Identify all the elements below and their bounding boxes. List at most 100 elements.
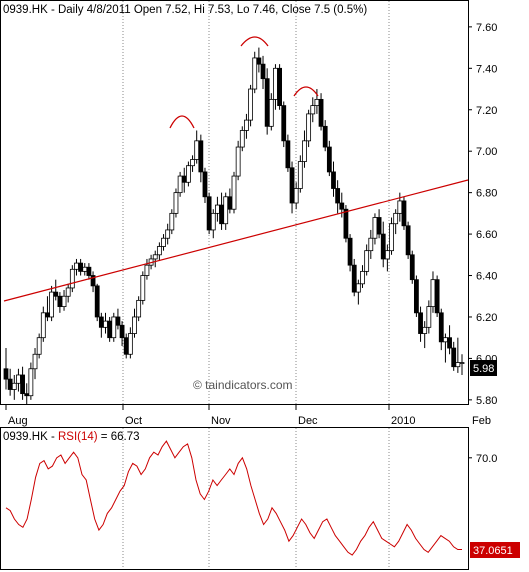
candle-body [98, 316, 104, 328]
candle-body [418, 312, 423, 334]
candle-body [69, 268, 75, 289]
candle-body [310, 105, 316, 115]
candle-body [297, 161, 303, 189]
candle-body [335, 188, 341, 204]
candle-body [384, 250, 390, 260]
candle-body [351, 264, 357, 293]
candle-body [364, 250, 370, 272]
candle-body [459, 362, 465, 364]
candle-body [285, 140, 291, 169]
candle-body [306, 113, 312, 142]
price-tick-label: 6.80 [476, 188, 497, 200]
candle-body [215, 204, 220, 214]
candle-body [169, 212, 175, 231]
candle-body [90, 275, 96, 287]
candle-body [244, 119, 249, 131]
candle-body [136, 299, 142, 318]
candle-body [331, 171, 336, 189]
left-shoulder-arc [169, 115, 195, 129]
candle-body [36, 337, 42, 355]
candle-body [40, 312, 46, 339]
candle-body [3, 368, 9, 380]
date-tick-label: Dec [298, 415, 318, 427]
candle-body [152, 254, 158, 260]
price-tick-label: 7.60 [476, 22, 497, 34]
candle-body [53, 291, 59, 297]
candle-body [248, 88, 253, 121]
rsi-line [5, 440, 462, 556]
candle-body [355, 283, 361, 293]
candle-body [115, 316, 121, 326]
candle-body [57, 295, 63, 308]
candle-body [409, 254, 415, 281]
candle-body [86, 266, 92, 276]
candle-body [376, 217, 382, 235]
price-tick-label: 7.40 [476, 63, 497, 75]
candle-body [127, 333, 133, 355]
candle-body [239, 130, 245, 148]
rsi-tick-label: 70.0 [476, 453, 497, 465]
candle-body [94, 285, 100, 318]
candle-body [161, 237, 166, 247]
candle-body [173, 192, 179, 214]
candle-body [123, 337, 129, 355]
candle-body [256, 57, 262, 65]
candle-body [326, 146, 332, 173]
rsi-panel [0, 427, 469, 570]
candle-body [339, 202, 345, 210]
candle-body [389, 223, 394, 252]
candle-body [397, 200, 403, 214]
last-price-tag-bg [470, 360, 497, 376]
candle-body [119, 324, 125, 339]
candle-body [78, 262, 84, 272]
candle-body [132, 316, 137, 334]
price-tick-label: 5.80 [476, 395, 497, 407]
candle-body [268, 98, 274, 127]
candle-body [293, 188, 299, 204]
candle-body [380, 233, 386, 260]
candle-body [107, 320, 113, 339]
candle-body [20, 374, 25, 395]
candle-body [260, 63, 266, 80]
candle-body [7, 378, 13, 390]
price-tick-label: 7.00 [476, 146, 497, 158]
head-shoulders-arcs [169, 36, 319, 129]
candle-body [16, 374, 21, 384]
candle-body [103, 320, 108, 328]
candle-body [451, 347, 457, 368]
neckline-trendline [3, 179, 469, 302]
candle-body [314, 98, 320, 107]
last-price-tag: 5.98 [470, 360, 497, 376]
candle-body [156, 246, 162, 256]
candle-body [65, 287, 71, 297]
candle-body [405, 225, 411, 256]
candle-body [277, 67, 283, 107]
candle-body [32, 353, 38, 370]
candle-body [438, 312, 444, 343]
chart-header: 0939.HK - Daily 4/8/2011 Open 7.52, Hi 7… [3, 4, 367, 16]
candle-body [302, 140, 307, 162]
candle-body [430, 279, 436, 308]
candle-body [11, 382, 17, 390]
candle-body [368, 237, 374, 252]
candle-body [426, 306, 432, 328]
rsi-header-symbol: 0939.HK - [3, 431, 58, 443]
date-axis-ticks: Aug Oct Nov Dec 2010 Feb [5, 404, 491, 427]
price-tick-label: 6.60 [476, 229, 497, 241]
candle-body [49, 291, 54, 318]
candle-body [74, 262, 79, 270]
date-tick-label: 2010 [391, 415, 415, 427]
candle-body [372, 217, 378, 239]
candle-body [393, 212, 399, 225]
candle-body [61, 295, 67, 308]
last-rsi-tag: 37.0651 [470, 542, 520, 558]
candle-body [273, 67, 278, 100]
candle-body [198, 140, 204, 173]
rsi-header-value: = 66.73 [98, 431, 140, 443]
candle-body [235, 146, 241, 177]
date-tick-label: Aug [8, 415, 28, 427]
candle-body [185, 165, 191, 183]
price-tick-label: 7.20 [476, 105, 497, 117]
watermark: © taindicators.com [193, 378, 293, 392]
candlesticks [3, 47, 465, 404]
